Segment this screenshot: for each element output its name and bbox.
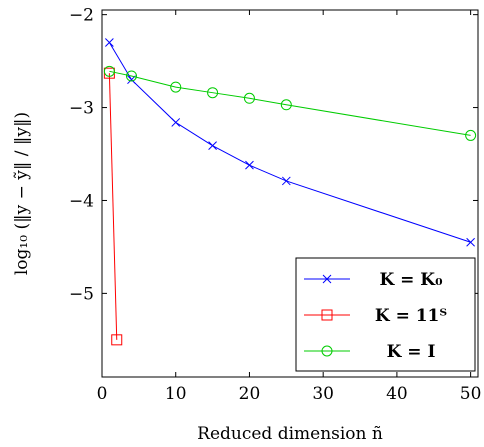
y-tick-label: −3 <box>69 99 94 119</box>
x-tick-label: 30 <box>312 384 334 404</box>
y-tick-label: −2 <box>69 6 94 26</box>
x-tick-label: 50 <box>460 384 482 404</box>
data-point-x-mark <box>105 38 114 47</box>
data-point-circle <box>243 92 255 104</box>
data-point-square <box>111 334 123 346</box>
series-2 <box>103 65 477 141</box>
data-point-circle <box>207 87 219 99</box>
legend: K = K₀ K = 11ᵀ K = I <box>295 257 476 372</box>
series-line <box>108 42 471 243</box>
series-0 <box>105 38 475 247</box>
x-axis-label: Reduced dimension ñ <box>197 424 383 444</box>
data-point-square <box>321 309 333 321</box>
series-1 <box>103 67 123 346</box>
series-line <box>108 73 118 340</box>
y-axis-label: log₁₀ (‖y − ỹ‖ / ‖y‖) <box>12 112 32 275</box>
tick-layer: 0 10 20 30 40 50 −2 −3 −4 −5 <box>69 6 482 404</box>
y-tick-label: −5 <box>69 284 94 304</box>
x-tick-label: 20 <box>239 384 261 404</box>
series-line <box>109 70 471 136</box>
data-point-circle <box>170 81 182 93</box>
data-point-circle <box>465 129 477 141</box>
legend-entry-0: K = K₀ <box>304 270 443 290</box>
data-point-circle <box>321 345 333 357</box>
x-tick-label: 10 <box>165 384 187 404</box>
y-tick-label: −4 <box>69 191 94 211</box>
data-point-x-mark <box>466 237 475 247</box>
series-layer <box>103 38 477 346</box>
x-tick-label: 0 <box>97 384 108 404</box>
data-point-circle <box>280 99 292 111</box>
data-point-circle <box>103 65 115 77</box>
legend-label: K = I <box>387 342 436 362</box>
data-point-x-mark <box>245 160 254 170</box>
legend-label: K = 11ᵀ <box>375 306 448 326</box>
data-point-x-mark <box>322 274 332 284</box>
legend-entry-2: K = I <box>304 342 435 362</box>
x-tick-label: 40 <box>386 384 408 404</box>
plot-frame <box>101 9 479 378</box>
data-point-x-mark <box>208 141 217 151</box>
data-point-circle <box>125 70 137 82</box>
data-point-x-mark <box>171 118 181 127</box>
legend-entry-1: K = 11ᵀ <box>304 306 447 326</box>
legend-label: K = K₀ <box>379 270 442 290</box>
data-point-x-mark <box>281 176 291 186</box>
